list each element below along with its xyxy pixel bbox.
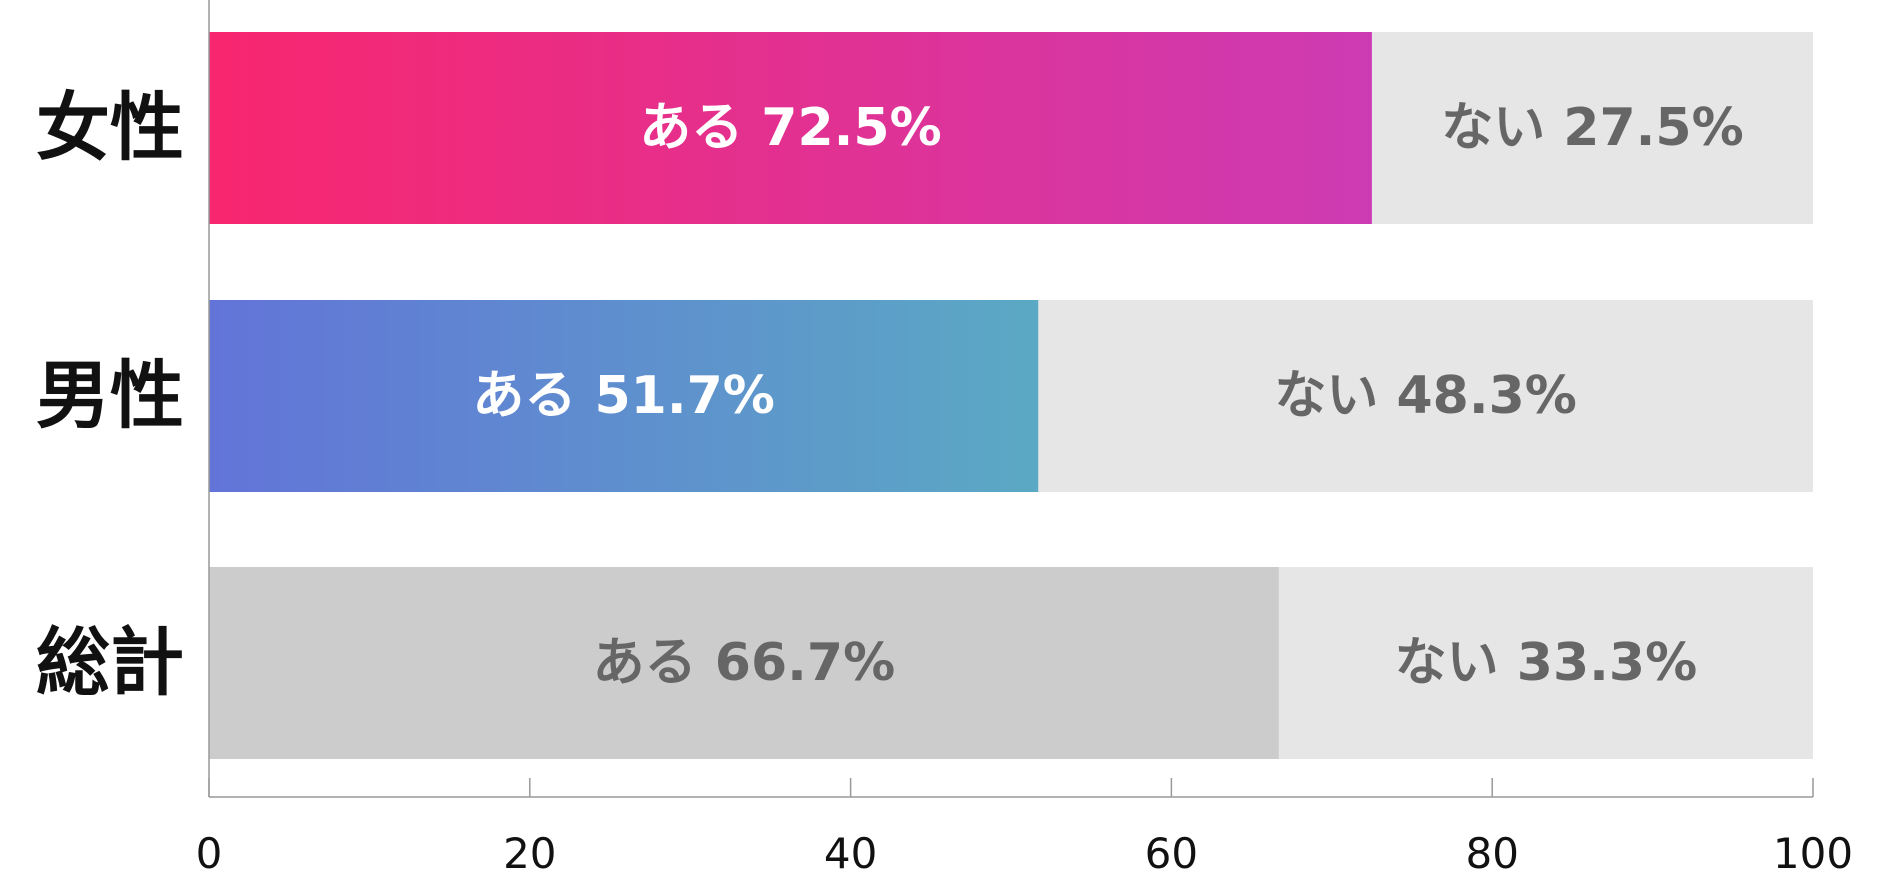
bar-segment-yes-total: [209, 567, 1279, 759]
bar-segment-no-total: [1278, 567, 1813, 759]
x-tick-label-20: 20: [503, 829, 556, 878]
bars-layer: [209, 32, 1813, 759]
axes-layer: 0 20 40 60 80 100: [196, 0, 1853, 878]
category-label-female: 女性: [36, 85, 184, 171]
x-tick-label-60: 60: [1145, 829, 1198, 878]
x-tick-label-40: 40: [824, 829, 877, 878]
bar-segment-yes-male: [209, 300, 1039, 492]
x-tick-label-80: 80: [1465, 829, 1518, 878]
x-tick-label-100: 100: [1773, 829, 1853, 878]
value-label-yes-female: ある 72.5%: [639, 98, 942, 158]
category-label-male: 男性: [36, 353, 184, 439]
value-label-no-male: ない 48.3%: [1274, 366, 1577, 426]
bar-segment-no-male: [1038, 300, 1813, 492]
category-label-total: 総計: [36, 620, 184, 706]
value-label-yes-total: ある 66.7%: [593, 633, 896, 693]
value-label-no-female: ない 27.5%: [1441, 98, 1744, 158]
value-label-yes-male: ある 51.7%: [472, 366, 775, 426]
value-label-no-total: ない 33.3%: [1395, 633, 1698, 693]
bar-segment-no-female: [1371, 32, 1813, 224]
x-tick-label-0: 0: [196, 829, 223, 878]
labels-layer: 女性 ある 72.5% ない 27.5% 男性 ある 51.7% ない 48.3% 総計 ある…: [36, 85, 1744, 706]
bar-segment-yes-female: [209, 32, 1372, 224]
